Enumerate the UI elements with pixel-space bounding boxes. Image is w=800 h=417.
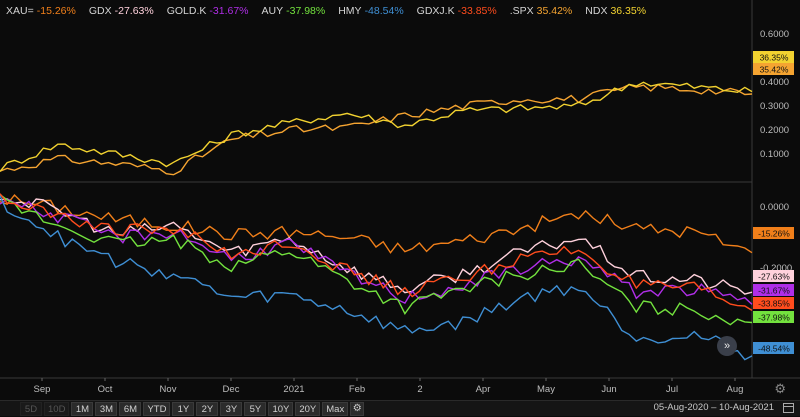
date-range[interactable]: 05-Aug-2020 – 10-Aug-2021 (653, 402, 774, 413)
x-tick-label: 2021 (283, 384, 304, 395)
end-label: 36.35% (753, 51, 794, 63)
upper-panel-lines (0, 81, 753, 176)
series-line-gdxjk (0, 193, 753, 311)
y-tick-label: 0.6000 (760, 29, 789, 40)
x-tick-label: Feb (349, 384, 365, 395)
x-tick-label: Dec (223, 384, 240, 395)
range-button[interactable]: 10Y (268, 401, 294, 416)
range-button[interactable]: 5Y (244, 401, 267, 416)
end-label: -37.98% (753, 311, 794, 323)
series-line-xau (0, 193, 753, 254)
x-tick-label: Nov (160, 384, 177, 395)
range-button[interactable]: 3Y (220, 401, 243, 416)
range-button[interactable]: 20Y (295, 401, 321, 416)
range-button-10d: 10D (44, 401, 70, 416)
range-button[interactable]: 1M (71, 401, 94, 416)
series-line-spx (0, 83, 753, 176)
y-tick-label: 0.4000 (760, 77, 789, 88)
x-tick-label: Jun (601, 384, 616, 395)
end-label: -33.85% (753, 297, 794, 309)
x-tick-label: Jul (666, 384, 678, 395)
legend-series-name: AUY (261, 5, 284, 17)
bottom-toolbar: 5D 10D 1M 3M 6M YTD 1Y 2Y 3Y 5Y 10Y 20Y Max ⚙ 05-A… (0, 400, 800, 416)
x-tick-label: Apr (476, 384, 491, 395)
legend-series-name: GDXJ.K (416, 5, 455, 17)
series-line-auy (0, 193, 753, 326)
range-button-5d: 5D (20, 401, 42, 416)
legend-series-name: XAU= (6, 5, 34, 17)
grid (0, 0, 800, 379)
y-tick-label: -0.2000 (760, 263, 792, 274)
end-label-text: 36.35% (760, 53, 789, 63)
legend-series-pct: -15.26% (36, 5, 76, 17)
legend: XAU= -15.26% GDX -27.63% GOLD.K -31.67% AUY -37… (0, 0, 758, 22)
legend-series-pct: -33.85% (457, 5, 497, 17)
end-value-labels: 36.35% 35.42% -15.26% -27.63% -31.67% -33.85%… (753, 51, 794, 354)
x-axis: Sep Oct Nov Dec 2021 Feb 2 Apr May Jun Jul Aug (34, 378, 744, 395)
calendar-icon[interactable] (783, 403, 794, 413)
end-label: -27.63% (753, 270, 794, 282)
end-label-text: 35.42% (760, 65, 789, 75)
y-tick-label: 0.2000 (760, 125, 789, 136)
chart-canvas: 0.60000.50000.40000.30000.20000.10000.00… (0, 0, 800, 395)
legend-item[interactable]: HMY -48.54% (338, 5, 403, 17)
x-tick-label: 2 (417, 384, 422, 395)
legend-series-name: .SPX (509, 5, 534, 17)
range-button[interactable]: YTD (143, 401, 171, 416)
x-tick-label: May (537, 384, 555, 395)
legend-item[interactable]: XAU= -15.26% (6, 5, 76, 17)
range-buttons-active: 1M 3M 6M YTD 1Y 2Y 3Y 5Y 10Y 20Y Max (71, 401, 350, 416)
chart-settings-button[interactable]: ⚙ (350, 401, 365, 416)
range-button[interactable]: Max (322, 401, 349, 416)
x-tick-label: Sep (34, 384, 51, 395)
legend-series-name: GDX (88, 5, 112, 17)
legend-series-pct: -27.63% (114, 5, 154, 17)
legend-item[interactable]: GOLD.K -31.67% (167, 5, 249, 17)
series-line-goldk (0, 198, 753, 305)
range-button[interactable]: 6M (119, 401, 142, 416)
end-label: -31.67% (753, 284, 794, 296)
end-label: -15.26% (753, 227, 794, 239)
end-label-text: -37.98% (758, 313, 790, 323)
legend-series-pct: -37.98% (286, 5, 326, 17)
legend-series-pct: 36.35% (610, 5, 647, 17)
range-button[interactable]: 3M (95, 401, 118, 416)
scroll-to-latest-button[interactable]: » (717, 336, 737, 356)
legend-item[interactable]: GDXJ.K -33.85% (417, 5, 497, 17)
y-tick-label: 0.3000 (760, 101, 789, 112)
legend-series-pct: 35.42% (536, 5, 573, 17)
end-label-text: -33.85% (758, 299, 790, 309)
range-button[interactable]: 1Y (172, 401, 195, 416)
legend-series-pct: -48.54% (364, 5, 404, 17)
legend-item[interactable]: GDX -27.63% (89, 5, 154, 17)
x-tick-label: Oct (98, 384, 113, 395)
end-label-text: -48.54% (758, 344, 790, 354)
end-label-text: -27.63% (758, 272, 790, 282)
legend-series-name: NDX (585, 5, 608, 17)
lower-panel-lines (0, 193, 753, 361)
end-label-text: -31.67% (758, 286, 790, 296)
end-label: -48.54% (753, 342, 794, 354)
legend-item[interactable]: NDX 36.35% (585, 5, 646, 17)
legend-item[interactable]: AUY -37.98% (262, 5, 326, 17)
series-line-ndx (0, 81, 753, 172)
gear-icon[interactable]: ⚙ (774, 381, 786, 396)
legend-item[interactable]: .SPX 35.42% (510, 5, 573, 17)
legend-series-name: GOLD.K (166, 5, 207, 17)
range-button[interactable]: 2Y (196, 401, 219, 416)
legend-series-pct: -31.67% (209, 5, 249, 17)
y-tick-label: 0.0000 (760, 202, 789, 213)
range-buttons: 5D 10D (20, 401, 71, 416)
x-tick-label: Aug (727, 384, 744, 395)
series-line-hmy (0, 195, 753, 361)
y-tick-label: 0.1000 (760, 149, 789, 160)
end-label-text: -15.26% (758, 229, 790, 239)
end-label: 35.42% (753, 63, 794, 75)
legend-series-name: HMY (338, 5, 362, 17)
